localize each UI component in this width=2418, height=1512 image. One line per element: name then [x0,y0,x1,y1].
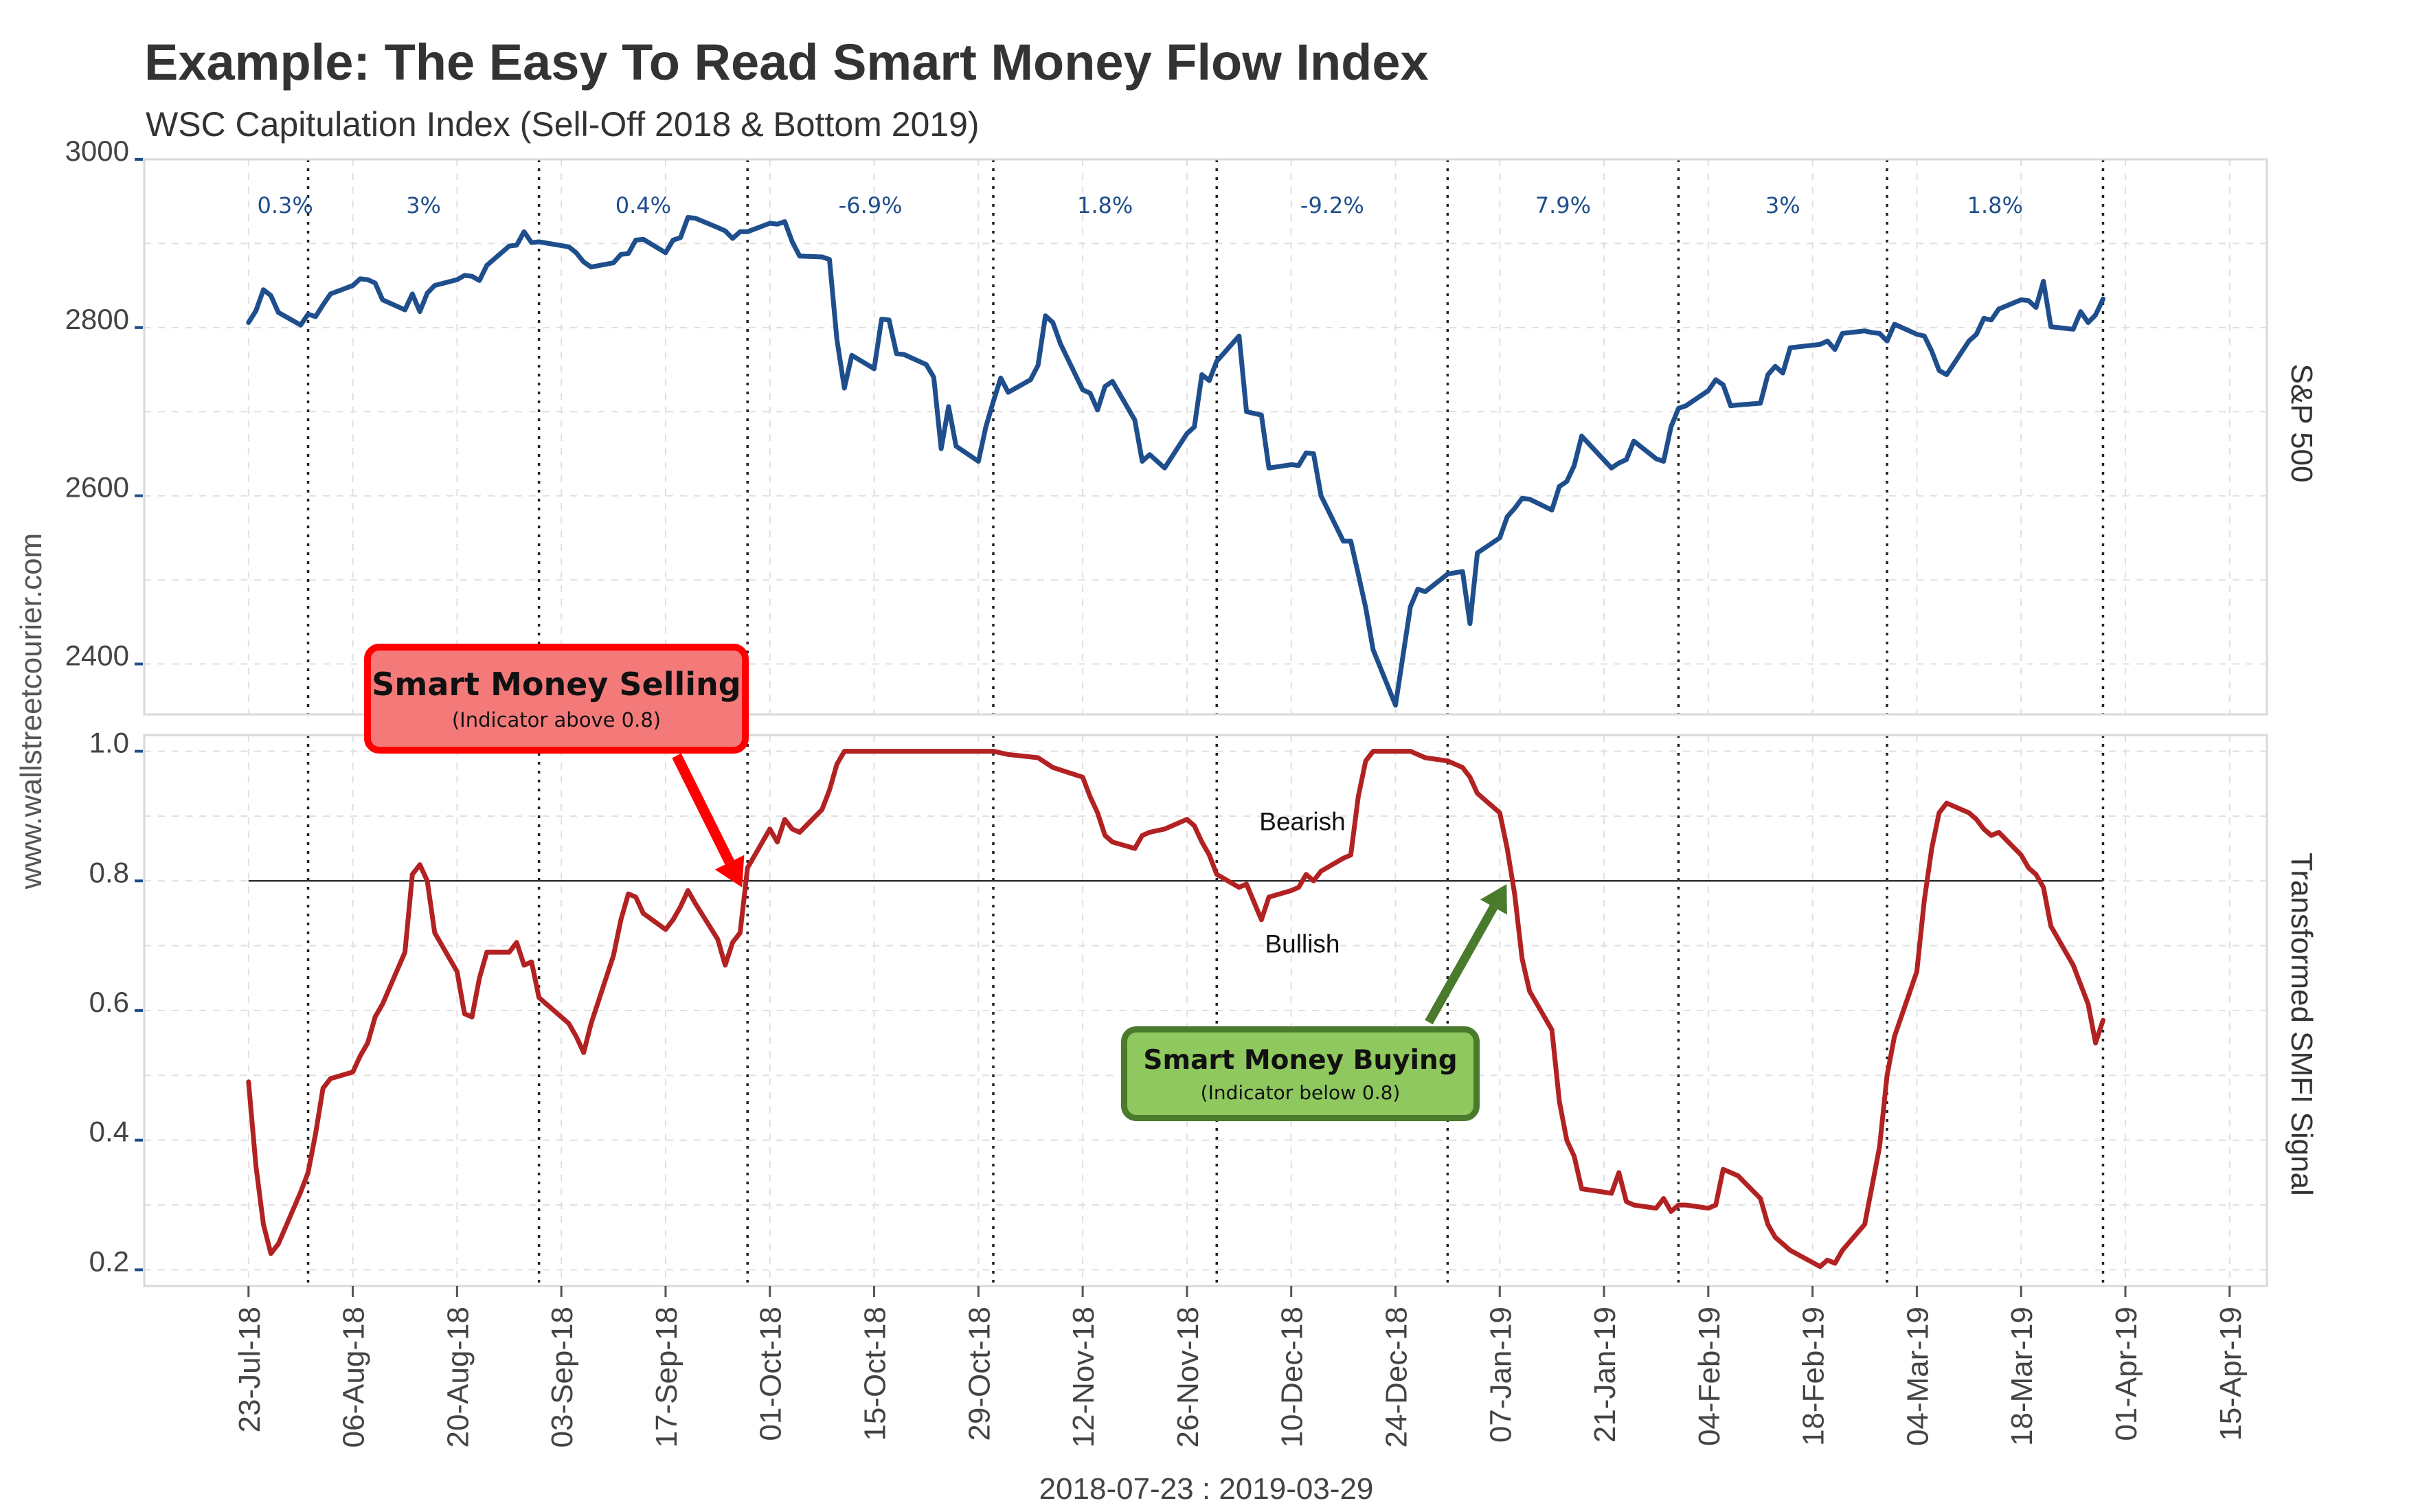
x-tick-label: 21-Jan-19 [1588,1307,1622,1443]
x-tick-label: 01-Apr-19 [2110,1307,2143,1441]
period-return-label: 3% [1765,192,1800,218]
price-y-tick-label: 2800 [65,303,129,335]
x-tick-label: 07-Jan-19 [1484,1307,1517,1443]
signal-y-tick-label: 0.2 [89,1245,129,1277]
callout-arrows [672,753,1507,1025]
buying-callout-subtitle: (Indicator below 0.8) [1200,1081,1401,1104]
buying-arrow-head [1480,884,1507,915]
period-dividers [306,159,2105,1286]
period-return-label: 0.4% [615,192,671,218]
x-tick-label: 26-Nov-18 [1171,1307,1205,1447]
watermark: www.wallstreetcourier.com [14,533,48,890]
label-layer: 23-Jul-18 06-Aug-18 20-Aug-18 03-Sep-18 17-S… [14,135,2318,1506]
x-tick-label: 29-Oct-18 [962,1307,996,1441]
bullish-label: Bullish [1265,929,1340,958]
x-tick-label: 18-Feb-19 [1797,1307,1831,1446]
x-tick-label: 12-Nov-18 [1067,1307,1100,1447]
x-tick-label: 01-Oct-18 [754,1307,788,1441]
period-return-label: 1.8% [1967,192,2023,218]
x-tick-label: 24-Dec-18 [1379,1307,1413,1447]
signal-y-tick-label: 0.6 [89,986,129,1018]
series-layer [246,215,2105,1270]
period-return-label: 0.3% [258,192,313,218]
period-return-label: -9.2% [1300,192,1364,218]
buying-callout-title: Smart Money Buying [1143,1045,1458,1076]
selling-callout-title: Smart Money Selling [372,666,741,703]
signal-y-tick-label: 0.8 [89,856,129,888]
x-tick-label: 15-Oct-18 [859,1307,892,1441]
selling-callout-subtitle: (Indicator above 0.8) [451,708,662,732]
smart-money-buying-callout: Smart Money Buying (Indicator below 0.8) [1121,1026,1480,1121]
price-y-tick-label: 3000 [65,135,129,167]
price-panel-frame [143,158,2268,716]
period-return-label: 7.9% [1535,192,1591,218]
x-tick-label: 10-Dec-18 [1276,1307,1309,1447]
period-return-label: 1.8% [1077,192,1133,218]
date-range-label: 2018-07-23 : 2019-03-29 [1039,1472,1374,1506]
signal-panel-frame [143,734,2268,1287]
x-tick-label: 04-Mar-19 [1901,1307,1934,1446]
chart-subtitle: WSC Capitulation Index (Sell-Off 2018 & … [146,105,980,144]
x-tick-label: 06-Aug-18 [337,1307,371,1447]
x-tick-label: 23-Jul-18 [233,1307,267,1432]
x-tick-label: 17-Sep-18 [650,1307,683,1447]
x-tick-label: 04-Feb-19 [1693,1307,1726,1446]
sp500-axis-title: S&P 500 [2285,364,2318,483]
period-return-label: -6.9% [839,192,903,218]
smfi-line [246,749,2105,1270]
signal-y-tick-label: 0.4 [89,1116,129,1148]
bearish-label: Bearish [1259,807,1345,835]
buying-arrow-shaft [1425,905,1498,1025]
sp500-line [246,215,2105,708]
axes-layer [135,158,2268,1297]
chart-title: Example: The Easy To Read Smart Money Fl… [144,34,1429,91]
x-tick-label: 20-Aug-18 [441,1307,475,1447]
period-return-label: 3% [406,192,441,218]
price-y-tick-label: 2600 [65,471,129,504]
smart-money-selling-callout: Smart Money Selling (Indicator above 0.8… [364,644,749,754]
price-y-tick-label: 2400 [65,640,129,672]
smfi-axis-title: Transformed SMFI Signal [2285,853,2318,1196]
x-tick-label: 03-Sep-18 [545,1307,579,1447]
selling-arrow-shaft [672,753,734,865]
selling-arrow-head [714,855,745,888]
x-tick-label: 18-Mar-19 [2005,1307,2039,1446]
x-tick-label: 15-Apr-19 [2214,1307,2248,1441]
signal-y-tick-label: 1.0 [89,727,129,759]
